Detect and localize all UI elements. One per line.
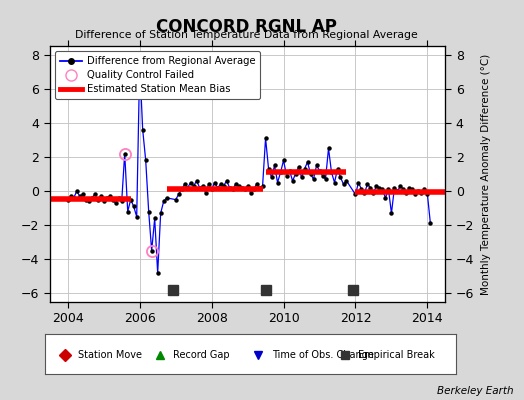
Text: Difference of Station Temperature Data from Regional Average: Difference of Station Temperature Data f… — [75, 30, 418, 40]
Text: Record Gap: Record Gap — [173, 350, 230, 360]
Text: Time of Obs. Change: Time of Obs. Change — [271, 350, 374, 360]
Text: Berkeley Earth: Berkeley Earth — [437, 386, 514, 396]
Text: CONCORD RGNL AP: CONCORD RGNL AP — [156, 18, 337, 36]
Text: Station Move: Station Move — [78, 350, 143, 360]
Legend: Difference from Regional Average, Quality Control Failed, Estimated Station Mean: Difference from Regional Average, Qualit… — [55, 51, 260, 99]
Y-axis label: Monthly Temperature Anomaly Difference (°C): Monthly Temperature Anomaly Difference (… — [481, 53, 491, 295]
Text: Empirical Break: Empirical Break — [358, 350, 435, 360]
